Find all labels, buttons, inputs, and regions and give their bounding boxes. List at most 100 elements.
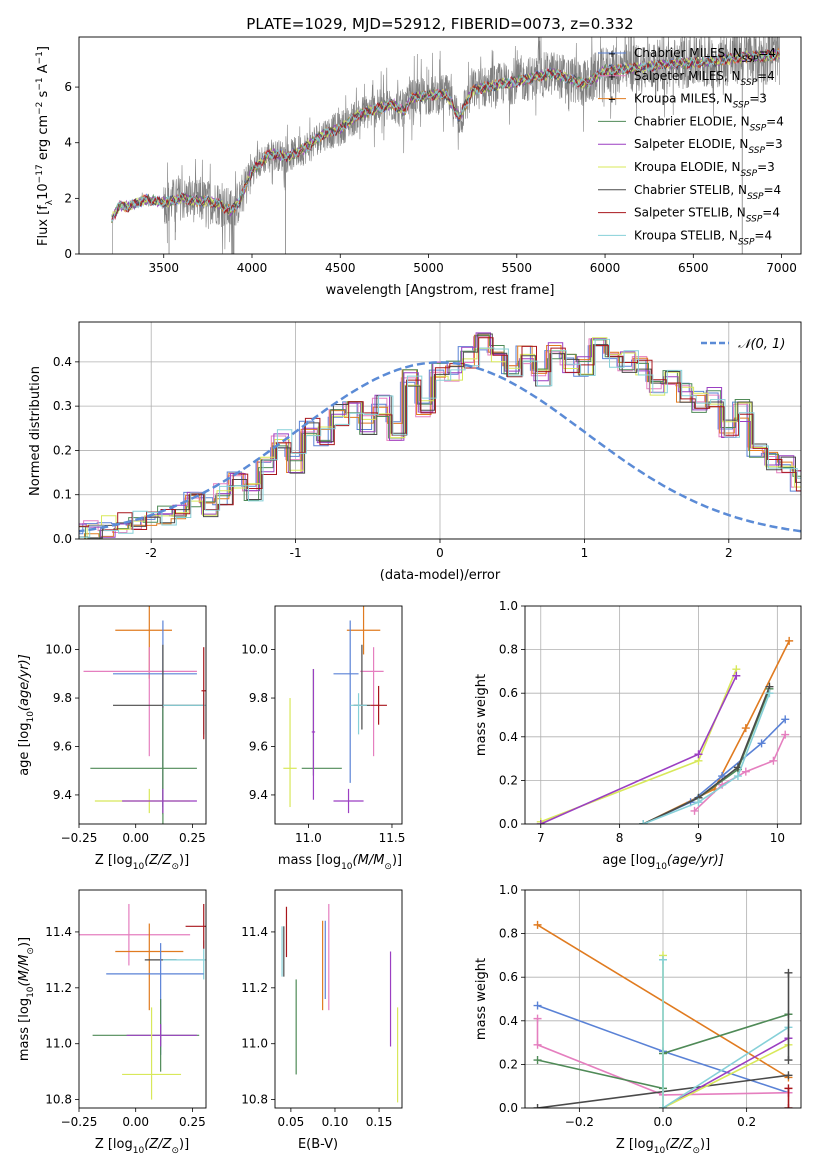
age-vs-z-xlabel-part: )] [179,853,189,868]
mass-vs-ebv-xtick-label: 0.05 [278,1115,305,1129]
age-vs-mass-xlabel-part: (M/M [353,853,385,868]
mass-vs-ebv-xtick-label: 0.10 [322,1115,349,1129]
mass-vs-ebv: 0.05 0.10 0.15 10.8 11.0 11.2 11.4 [241,889,403,1129]
legend-label-eq: =4 [757,69,775,83]
mass-vs-z-xlabel-part: (Z/Z [144,1137,172,1152]
legend-label-sub: SSP [738,237,755,247]
age-vs-z-xlabel-part: 10 [133,862,145,872]
mass-vs-z-plot-area [79,903,206,1100]
massweight-marker [784,1071,793,1080]
massweight-vs-z-ytick-label: 0.0 [499,1101,518,1115]
massweight-line [662,1037,789,1108]
residual-histogram [79,332,801,538]
residuals-xlabel: (data-model)/error [380,568,501,583]
massweight-marker [733,772,742,781]
legend-label: Salpeter STELIB, NSSP=4 [634,206,780,225]
massweight-vs-age-xtick-label: 10 [770,831,785,845]
residuals-xtick-label: -1 [290,546,302,560]
age-vs-z-ylabel-part: 10 [26,711,36,723]
massweight-z-xlabel-part: 10 [654,1146,666,1156]
massweight-age-xlabel: age [log10(age/yr)] [602,853,724,872]
age-vs-mass-xlabel: mass [log10(M/M⊙)] [278,853,402,872]
age-vs-mass: 11.0 11.5 9.4 9.6 9.8 10.0 mass [log10(M/M⊙)] [241,605,406,872]
massweight-z-xlabel-part: )] [700,1137,710,1152]
legend-label: Chabrier ELODIE, NSSP=4 [634,114,784,133]
residuals-ylabel: Normed distribution [28,366,43,496]
age-vs-mass-xtick-label: 11.5 [379,831,406,845]
mass-vs-z-ylabel-part: ⊙ [26,947,36,955]
age-vs-mass-xlabel-part: ⊙ [384,862,392,872]
spectrum-ytick-label: 6 [64,80,72,94]
mass-vs-z-xlabel: Z [log10(Z/Z⊙)] [95,1137,189,1156]
massweight-line [642,688,771,824]
spectrum-xtick-label: 5000 [413,261,444,275]
massweight-marker [784,1084,793,1093]
spectrum-ylabel-part: −2 [35,102,45,115]
massweight-marker [694,798,703,807]
massweight-line [662,959,789,1108]
massweight-vs-z-frame [524,889,802,1109]
age-vs-z-xtick-label: 0.25 [179,831,206,845]
spectrum-ylabel: Flux [fλ10−17 erg cm−2 s−1 A−1] [35,46,55,246]
massweight-marker [533,1040,542,1049]
massweight-vs-age-ytick-label: 0.8 [499,643,518,657]
massweight-marker [741,724,750,733]
spectrum-ylabel-part: λ [45,199,55,205]
massweight-vs-z-ytick-label: 0.8 [499,927,518,941]
massweight-vs-z-ytick-label: 0.4 [499,1014,518,1028]
massweight-vs-age-ytick-label: 0.4 [499,730,518,744]
massweight-age-ylabel: mass weight [474,674,489,756]
age-vs-z-ytick-label: 9.8 [53,691,72,705]
mass-vs-z-ytick-label: 11.4 [45,925,72,939]
mass-vs-ebv-xtick-label: 0.15 [366,1115,393,1129]
age-vs-mass-frame [274,605,403,825]
age-vs-z-xlabel-part: Z [log [95,853,133,868]
legend-label-sub: SSP [747,192,764,202]
massweight-line [642,640,790,824]
legend-label: Kroupa MILES, NSSP=3 [634,92,767,111]
massweight-vs-z-plot-area [525,890,801,1108]
mass-vs-ebv-ytick-label: 11.0 [241,1037,268,1051]
legend-label-eq: =4 [758,46,776,60]
spectrum-model-line [111,49,780,223]
spectrum-ylabel-part: −17 [35,164,45,183]
massweight-line [642,718,786,824]
mass-vs-z-xtick-label: 0.00 [122,1115,149,1129]
massweight-marker [784,1104,793,1108]
spectrum-ylabel-part: Flux [f [36,205,51,246]
legend-marker: + [608,72,616,83]
spectrum-xtick-label: 4500 [325,261,356,275]
legend-label-eq: =4 [764,183,782,197]
massweight-marker [765,689,774,698]
spectrum-plot-area [111,37,780,254]
mass-vs-z-xtick-label: 0.25 [179,1115,206,1129]
massweight-marker [694,750,703,759]
age-vs-z-xtick-label: 0.00 [122,831,149,845]
massweight-vs-z-xtick-label: 0.2 [737,1115,756,1129]
massweight-line [540,675,738,824]
spectrum-xtick-label: 6000 [590,261,621,275]
legend-label-eq: =4 [766,114,784,128]
residuals-ytick-label: 0.4 [53,355,72,369]
mass-vs-z-frame [78,889,207,1109]
mass-vs-ebv-ytick-label: 11.4 [241,925,268,939]
age-vs-z-xlabel-part: (Z/Z [144,853,172,868]
mass-vs-z-ylabel: mass [log10(M/M⊙)] [17,937,36,1061]
legend-label: Kroupa STELIB, NSSP=4 [634,228,772,247]
spectrum-ylabel-part: −1 [35,51,45,64]
massweight-vs-age-frame [524,605,802,825]
spectrum: 3500 4000 4500 5000 5500 6000 6500 7000 0 2 4 6 + Cha… [35,36,802,275]
massweight-vs-z-ytick-label: 0.6 [499,970,518,984]
legend-label-sub: SSP [733,101,750,111]
mass-vs-z-ytick-label: 10.8 [45,1093,72,1107]
massweight-z-ylabel: mass weight [474,958,489,1040]
massweight-marker [536,820,545,824]
spectrum-frame [78,36,802,255]
spectrum-ylabel-part: 10 [36,183,51,200]
mass-vs-z-xlabel-part: ⊙ [171,1146,179,1156]
massweight-marker [757,739,766,748]
legend-label: Salpeter ELODIE, NSSP=3 [634,137,783,156]
spectrum-ylabel-part: s [36,90,51,101]
age-vs-z-ytick-label: 9.6 [53,739,72,753]
residual-histogram [79,335,801,539]
